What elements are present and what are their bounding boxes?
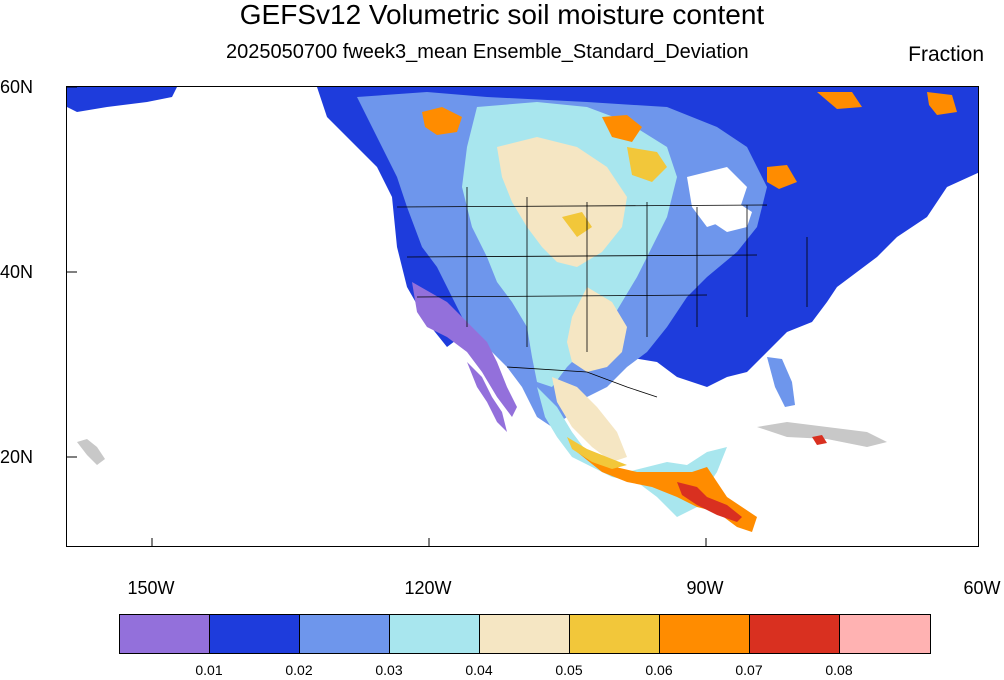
colorbar-label: 0.06 xyxy=(645,662,673,678)
colorbar-swatch xyxy=(480,615,570,653)
caribbean-red xyxy=(812,435,827,445)
lon-label-120w: 120W xyxy=(404,578,452,598)
land-purple xyxy=(412,282,517,417)
lat-label-40n: 40N xyxy=(0,262,34,282)
colorbar-swatch xyxy=(570,615,660,653)
state-boundaries xyxy=(396,187,808,398)
lat-label-20n: 20N xyxy=(0,447,34,467)
colorbar-swatch xyxy=(660,615,750,653)
lon-label-90w: 90W xyxy=(686,578,724,598)
colorbar-label: 0.04 xyxy=(465,662,493,678)
colorbar-label: 0.03 xyxy=(375,662,403,678)
colorbar-label: 0.07 xyxy=(735,662,763,678)
colorbar-label: 0.05 xyxy=(555,662,583,678)
land-central-america-orange xyxy=(577,452,757,532)
colorbar-swatch xyxy=(300,615,390,653)
caribbean-islands xyxy=(757,422,887,447)
colorbar-label: 0.08 xyxy=(825,662,853,678)
canada-orange-hotspot-2 xyxy=(602,115,642,142)
canada-yellow-patch xyxy=(627,147,667,182)
lat-label-60n: 60N xyxy=(0,77,34,97)
colorbar-label: 0.02 xyxy=(285,662,313,678)
land-purple-baja xyxy=(467,362,507,432)
map-panel xyxy=(66,86,979,547)
colorbar-label: 0.01 xyxy=(195,662,223,678)
great-lakes xyxy=(707,199,752,232)
map-ticks xyxy=(67,87,707,546)
canada-orange-hotspot-3 xyxy=(767,165,797,189)
canada-orange-hotspot-4 xyxy=(817,92,862,109)
land-tan-mexico xyxy=(552,377,627,462)
map-title: GEFSv12 Volumetric soil moisture content xyxy=(239,0,765,30)
land-tan-north xyxy=(497,137,627,267)
lon-label-60w: 60W xyxy=(963,578,1001,598)
colorbar-swatch xyxy=(120,615,210,653)
hawaii xyxy=(77,439,105,465)
land-central-america-red xyxy=(677,482,742,522)
colorbar-swatch xyxy=(840,615,930,653)
colorbar xyxy=(119,614,931,654)
units-label: Fraction xyxy=(908,43,984,66)
colorbar-swatch xyxy=(390,615,480,653)
canada-orange-hotspot-1 xyxy=(422,107,462,135)
soil-moisture-map xyxy=(67,87,978,546)
map-subtitle: 2025050700 fweek3_mean Ensemble_Standard… xyxy=(226,41,749,63)
colorbar-swatch xyxy=(750,615,840,653)
florida xyxy=(767,357,795,407)
canada-orange-hotspot-5 xyxy=(927,92,957,115)
land-tan-texas xyxy=(567,287,627,372)
colorbar-swatch xyxy=(210,615,300,653)
lon-label-150w: 150W xyxy=(127,578,175,598)
land-central-america-yellow xyxy=(567,437,627,469)
central-yellow-patch xyxy=(562,212,592,237)
alaska xyxy=(67,87,177,112)
